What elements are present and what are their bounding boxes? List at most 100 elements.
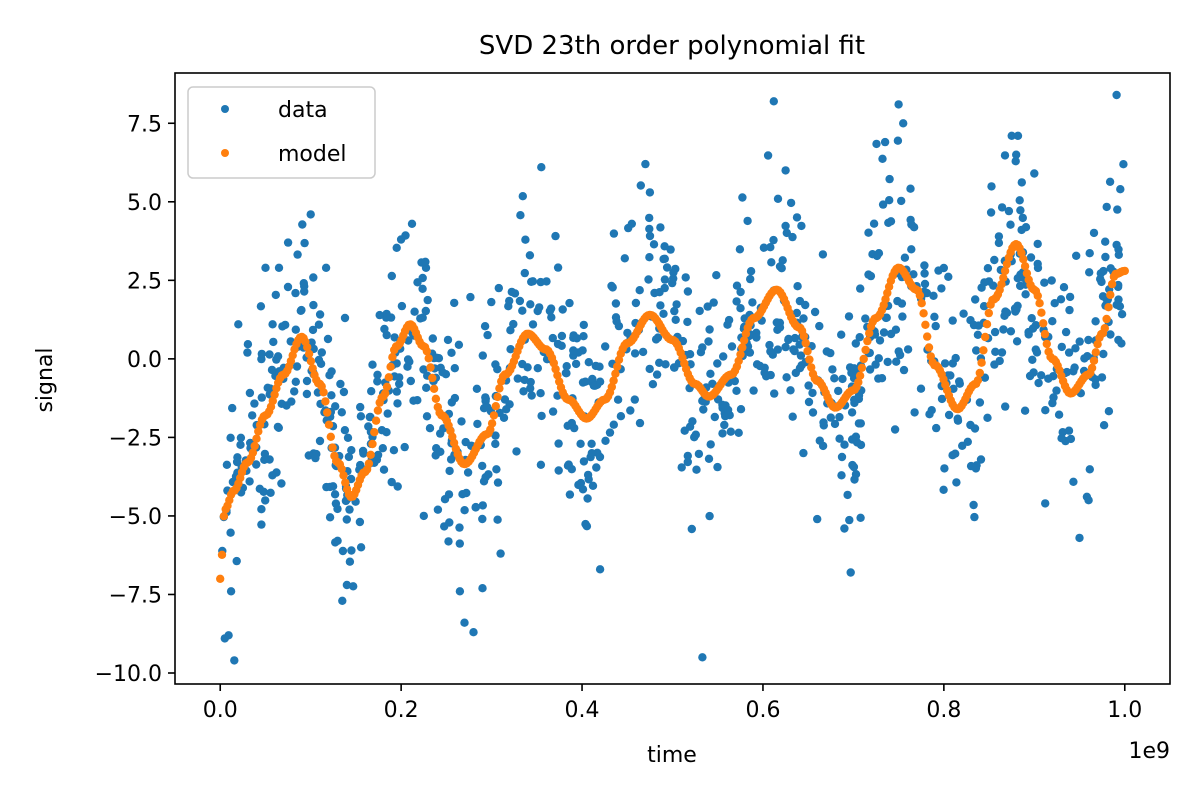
data-point — [953, 416, 963, 425]
model-point — [248, 448, 258, 457]
data-point — [562, 362, 571, 371]
data-point — [389, 446, 399, 455]
model-point — [328, 443, 337, 452]
data-point — [973, 330, 983, 339]
data-point — [616, 412, 626, 421]
data-point — [874, 249, 884, 258]
data-point — [766, 243, 775, 252]
data-point — [605, 428, 615, 437]
data-point — [419, 365, 428, 374]
data-point — [567, 418, 576, 428]
y-tick-label: −7.5 — [109, 583, 162, 608]
data-point — [630, 349, 640, 358]
data-point — [850, 398, 859, 408]
data-point — [356, 402, 365, 412]
data-point — [1070, 363, 1079, 372]
data-point — [1056, 295, 1066, 304]
model-point — [859, 354, 868, 364]
data-point — [595, 377, 605, 386]
data-point — [509, 319, 518, 329]
y-tick-label: 5.0 — [127, 191, 162, 216]
data-point — [649, 240, 659, 249]
model-point — [250, 441, 259, 451]
model-point — [1002, 259, 1012, 269]
data-point — [609, 420, 618, 429]
data-point — [1018, 213, 1027, 223]
data-point — [792, 213, 802, 222]
data-point — [948, 316, 957, 325]
data-point — [478, 584, 487, 593]
data-point — [469, 628, 478, 637]
data-point — [333, 536, 342, 545]
data-point — [620, 254, 629, 263]
data-point — [248, 411, 257, 420]
data-point — [970, 512, 979, 522]
data-point — [521, 235, 530, 244]
data-point — [1085, 465, 1095, 474]
data-point — [325, 513, 335, 522]
data-point — [874, 354, 883, 363]
data-point — [910, 408, 919, 417]
model-point — [801, 338, 810, 348]
data-point — [583, 494, 592, 503]
data-point — [373, 370, 382, 379]
data-point — [683, 451, 692, 461]
data-point — [752, 333, 761, 342]
data-point — [788, 412, 797, 421]
model-point — [609, 376, 618, 385]
data-point — [356, 543, 366, 552]
data-point — [595, 362, 604, 371]
data-point — [365, 412, 374, 422]
data-point — [826, 413, 835, 422]
data-point — [920, 269, 929, 278]
legend: data model — [187, 86, 376, 179]
model-point — [1106, 290, 1115, 300]
data-point — [706, 440, 715, 449]
y-tick-label: 7.5 — [127, 112, 162, 137]
data-point — [300, 238, 309, 248]
data-point — [292, 362, 302, 371]
data-point — [571, 359, 581, 369]
data-point — [466, 292, 475, 302]
data-point — [226, 528, 235, 537]
data-point — [487, 297, 496, 307]
data-point — [368, 360, 377, 369]
data-point — [293, 250, 302, 259]
data-point — [959, 309, 968, 318]
data-point — [920, 261, 929, 270]
data-point — [791, 368, 800, 378]
y-tick-label: −2.5 — [109, 426, 162, 451]
model-point — [984, 308, 993, 318]
data-point — [463, 468, 473, 477]
data-point — [766, 347, 775, 356]
data-point — [410, 307, 419, 316]
data-point — [1001, 402, 1010, 411]
model-point — [254, 427, 263, 436]
data-point — [595, 452, 605, 462]
data-point — [1075, 533, 1084, 543]
model-point — [981, 332, 990, 342]
model-point — [381, 389, 390, 398]
data-point — [630, 395, 639, 404]
data-point — [327, 391, 336, 400]
data-point — [638, 347, 648, 357]
data-point — [395, 373, 404, 382]
data-point — [834, 386, 843, 396]
data-point — [1064, 426, 1074, 435]
data-point — [537, 163, 546, 172]
data-point — [382, 313, 391, 322]
data-point — [436, 447, 445, 456]
data-point — [1048, 398, 1057, 408]
data-point — [659, 254, 668, 264]
data-point — [480, 322, 490, 331]
data-point — [782, 228, 791, 238]
data-point — [1057, 342, 1067, 352]
data-point — [257, 505, 266, 514]
data-point — [645, 188, 655, 197]
data-point — [837, 471, 846, 480]
data-point — [971, 295, 980, 304]
data-point — [333, 504, 342, 514]
data-point — [1061, 327, 1071, 337]
model-point — [270, 390, 279, 399]
data-point — [712, 271, 721, 280]
